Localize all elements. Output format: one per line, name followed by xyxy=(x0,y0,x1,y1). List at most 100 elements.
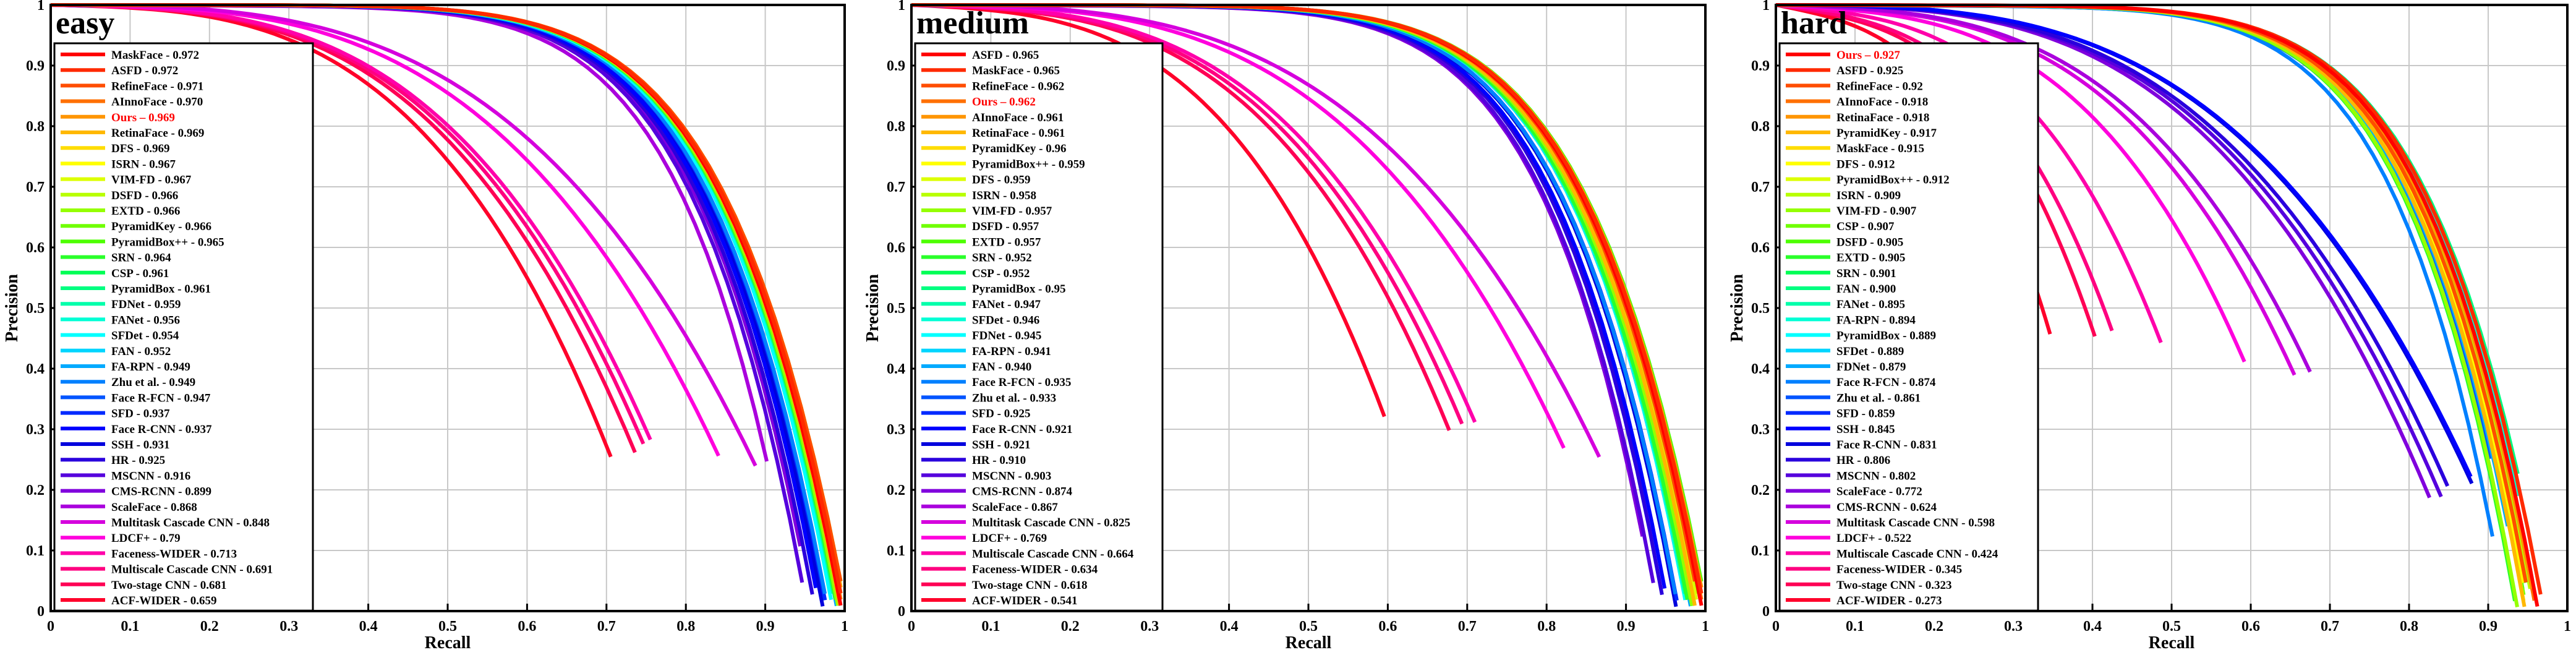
legend-label: CMS-RCNN - 0.624 xyxy=(1836,501,1937,514)
x-tick-label: 0 xyxy=(908,619,915,635)
legend-label: ASFD - 0.972 xyxy=(111,64,178,77)
legend-label: Multitask Cascade CNN - 0.598 xyxy=(1836,516,1995,529)
legend-label: Faceness-WIDER - 0.634 xyxy=(972,563,1098,576)
legend-label: Face R-FCN - 0.947 xyxy=(111,392,211,405)
legend-label: Multitask Cascade CNN - 0.848 xyxy=(111,516,270,529)
x-tick-label: 0.4 xyxy=(1220,619,1239,635)
x-tick-label: 0 xyxy=(47,619,54,635)
legend-label: Two-stage CNN - 0.681 xyxy=(111,579,226,592)
chart-panel-easy: 0 0.1 0.2 0.3 0.4 0.5 0.6 0.7 0.8 0.9 1 0 0.1 0.2 0.3 0… xyxy=(2,0,848,653)
y-axis-label: Precision xyxy=(1728,274,1747,342)
y-tick-label: 0.3 xyxy=(26,422,45,438)
x-tick-label: 0.8 xyxy=(676,619,695,635)
y-tick-label: 0.8 xyxy=(26,119,45,135)
legend-label: DFS - 0.959 xyxy=(972,174,1030,187)
x-tick-label: 0.9 xyxy=(1617,619,1636,635)
legend-label: Ours – 0.927 xyxy=(1836,49,1900,62)
legend-label: EXTD - 0.957 xyxy=(972,236,1041,249)
legend-label: Face R-CNN - 0.921 xyxy=(972,423,1073,436)
legend-label: FDNet - 0.879 xyxy=(1836,361,1906,374)
legend-label: MaskFace - 0.915 xyxy=(1836,142,1924,155)
legend-label: Face R-CNN - 0.831 xyxy=(1836,439,1937,452)
legend-label: Face R-FCN - 0.935 xyxy=(972,376,1071,389)
legend-label: FANet - 0.895 xyxy=(1836,298,1905,311)
x-tick-label: 0.1 xyxy=(1846,619,1864,635)
legend-label: DSFD - 0.966 xyxy=(111,189,178,202)
chart-title: hard xyxy=(1781,6,1847,41)
legend-label: CSP - 0.961 xyxy=(111,267,169,280)
x-tick-label: 0.6 xyxy=(1378,619,1397,635)
legend-label: Ours – 0.962 xyxy=(972,96,1036,109)
legend-label: RetinaFace - 0.961 xyxy=(972,127,1065,140)
legend-label: Zhu et al. - 0.861 xyxy=(1836,392,1921,405)
legend-label: Multiscale Cascade CNN - 0.664 xyxy=(972,547,1134,560)
legend-label: FANet - 0.956 xyxy=(111,314,180,327)
legend-label: CSP - 0.907 xyxy=(1836,220,1895,233)
legend-label: CMS-RCNN - 0.899 xyxy=(111,486,211,499)
chart-title: medium xyxy=(916,6,1029,41)
legend-label: SRN - 0.964 xyxy=(111,252,171,265)
chart-title: easy xyxy=(56,6,114,41)
legend-label: PyramidKey - 0.966 xyxy=(111,220,211,233)
legend-label: DSFD - 0.957 xyxy=(972,220,1039,233)
legend-label: SRN - 0.952 xyxy=(972,252,1032,265)
legend-label: HR - 0.925 xyxy=(111,454,165,467)
legend-label: ACF-WIDER - 0.541 xyxy=(972,594,1077,607)
y-tick-label: 0.4 xyxy=(887,361,905,377)
legend-label: SSH - 0.931 xyxy=(111,439,170,452)
legend-label: RefineFace - 0.92 xyxy=(1836,80,1923,93)
x-tick-label: 0.7 xyxy=(2321,619,2339,635)
legend-label: SSH - 0.921 xyxy=(972,439,1031,452)
legend-label: SSH - 0.845 xyxy=(1836,423,1895,436)
y-tick-label: 0.9 xyxy=(26,58,45,74)
y-tick-label: 0.3 xyxy=(1751,422,1770,438)
legend-label: HR - 0.910 xyxy=(972,454,1026,467)
x-tick-label: 1 xyxy=(1702,619,1709,635)
y-tick-label: 0.2 xyxy=(887,482,905,499)
legend-label: SFDet - 0.954 xyxy=(111,330,179,343)
legend-label: PyramidBox - 0.889 xyxy=(1836,330,1936,343)
legend-label: Zhu et al. - 0.933 xyxy=(972,392,1056,405)
pr-curve xyxy=(1775,3,2312,373)
x-tick-label: 0.5 xyxy=(1299,619,1318,635)
legend-label: SFDet - 0.946 xyxy=(972,314,1039,327)
y-tick-label: 1 xyxy=(898,0,905,14)
x-tick-label: 0.2 xyxy=(200,619,219,635)
legend-label: RetinaFace - 0.969 xyxy=(111,127,204,140)
y-tick-label: 0.6 xyxy=(887,240,905,256)
y-tick-label: 0.2 xyxy=(26,482,45,499)
y-tick-label: 1 xyxy=(37,0,45,14)
legend-label: LDCF+ - 0.769 xyxy=(972,532,1047,545)
x-tick-label: 0.2 xyxy=(1925,619,1943,635)
legend-label: PyramidBox - 0.961 xyxy=(111,283,211,296)
legend-label: DFS - 0.912 xyxy=(1836,158,1895,171)
legend-label: Zhu et al. - 0.949 xyxy=(111,376,195,389)
legend-label: Multitask Cascade CNN - 0.825 xyxy=(972,516,1130,529)
legend-label: CSP - 0.952 xyxy=(972,267,1030,280)
legend-label: PyramidBox++ - 0.959 xyxy=(972,158,1085,171)
legend-box xyxy=(1778,42,2039,612)
legend-label: AInnoFace - 0.918 xyxy=(1836,96,1928,109)
legend-label: MSCNN - 0.903 xyxy=(972,469,1051,482)
y-tick-label: 0.6 xyxy=(1751,240,1770,256)
legend-label: ACF-WIDER - 0.659 xyxy=(111,594,216,607)
legend-label: VIM-FD - 0.967 xyxy=(111,174,192,187)
x-tick-label: 0.4 xyxy=(359,619,378,635)
legend-label: VIM-FD - 0.907 xyxy=(1836,205,1917,218)
legend-label: RefineFace - 0.971 xyxy=(111,80,203,93)
legend-label: PyramidKey - 0.917 xyxy=(1836,127,1937,140)
y-tick-label: 0 xyxy=(1762,604,1770,620)
x-tick-label: 0.3 xyxy=(279,619,298,635)
x-tick-label: 0.5 xyxy=(2162,619,2181,635)
legend-label: FAN - 0.900 xyxy=(1836,283,1896,296)
x-axis-label: Recall xyxy=(2149,633,2195,652)
legend-label: SFD - 0.859 xyxy=(1836,408,1895,421)
x-tick-label: 1 xyxy=(841,619,848,635)
legend-label: FA-RPN - 0.941 xyxy=(972,345,1051,358)
y-tick-label: 1 xyxy=(1762,0,1770,14)
legend-label: FANet - 0.947 xyxy=(972,298,1041,311)
legend-label: CMS-RCNN - 0.874 xyxy=(972,486,1073,499)
y-tick-label: 0 xyxy=(37,604,45,620)
y-tick-label: 0.6 xyxy=(26,240,45,256)
